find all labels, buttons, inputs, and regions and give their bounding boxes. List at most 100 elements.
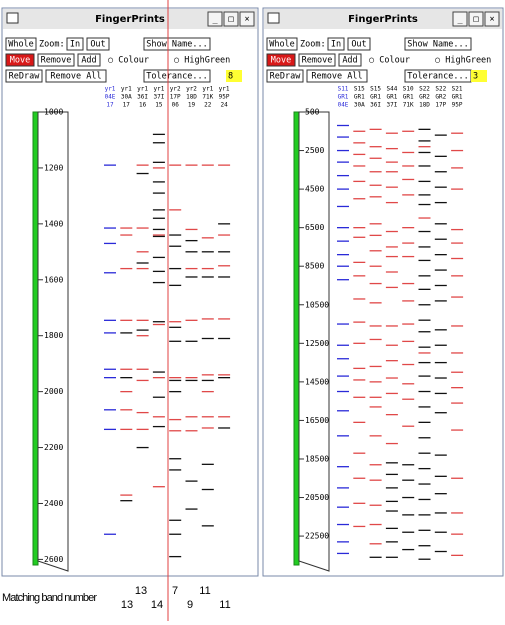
tick-label: 20500 (305, 493, 329, 502)
whole-button[interactable] (266, 37, 298, 51)
lane-header: 04E (338, 102, 349, 109)
add-label[interactable]: Add (342, 56, 357, 66)
lane-header: S11 (338, 86, 349, 93)
lane-header: GR1 (403, 94, 414, 101)
remove-all-button[interactable] (306, 69, 368, 83)
title-button[interactable] (239, 11, 255, 27)
lane-header: yr2 (186, 86, 197, 93)
lane-header: GR1 (338, 94, 349, 101)
tick-label: 1800 (44, 331, 63, 340)
tolerance-label[interactable]: Tolerance... (407, 72, 468, 82)
in-button[interactable] (66, 37, 84, 51)
remove-label[interactable]: Remove (41, 56, 72, 66)
out-label[interactable]: Out (351, 40, 366, 50)
tick-label: 1000 (44, 108, 63, 117)
lane-header: GR1 (354, 94, 365, 101)
remove-all-button[interactable] (45, 69, 107, 83)
highgreen-label[interactable]: ○ HighGreen (174, 56, 230, 66)
lane-header: 36I (370, 102, 381, 109)
lane-header: S15 (370, 86, 381, 93)
matching-number: 13 (135, 585, 147, 597)
tick-label: 12500 (305, 339, 329, 348)
lane-header: yr1 (137, 86, 148, 93)
title-button-label[interactable]: □ (228, 15, 233, 25)
whole-label[interactable]: Whole (8, 40, 34, 50)
lane-header: S22 (435, 86, 446, 93)
title-button[interactable] (207, 11, 223, 27)
lane-header: yr1 (202, 86, 213, 93)
title-button-label[interactable]: _ (212, 15, 218, 25)
out-label[interactable]: Out (90, 40, 105, 50)
title-button-label[interactable]: □ (473, 15, 478, 25)
lane-header: yr2 (170, 86, 181, 93)
tolerance-button[interactable] (143, 69, 211, 83)
lane-header: GR2 (435, 94, 446, 101)
out-button[interactable] (347, 37, 371, 51)
lane-header: 17P (170, 94, 181, 101)
lane-header: 36I (137, 94, 148, 101)
show-name-button[interactable] (143, 37, 211, 51)
redraw-label[interactable]: ReDraw (270, 72, 302, 82)
redraw-button[interactable] (266, 69, 304, 83)
title-button[interactable] (223, 11, 239, 27)
title-button[interactable] (468, 11, 484, 27)
in-label[interactable]: In (331, 40, 341, 50)
remove-label[interactable]: Remove (302, 56, 333, 66)
lane-header: 16 (139, 102, 147, 109)
title-button-label[interactable]: _ (457, 15, 463, 25)
tick-label: 6500 (305, 223, 324, 232)
lane-header: S15 (354, 86, 365, 93)
lane-header: 17P (435, 102, 446, 109)
add-label[interactable]: Add (81, 56, 96, 66)
move-label[interactable]: Move (10, 56, 30, 66)
title-button[interactable] (452, 11, 468, 27)
show-name-label[interactable]: Show Name... (146, 40, 207, 50)
title-button-label[interactable]: × (244, 15, 249, 25)
redraw-label[interactable]: ReDraw (9, 72, 41, 82)
title-bar (3, 9, 257, 29)
remove-button[interactable] (298, 53, 336, 67)
redraw-button[interactable] (5, 69, 43, 83)
lane-header: S22 (419, 86, 430, 93)
matching-number: 9 (187, 599, 193, 611)
lane-header: 18D (419, 102, 430, 109)
tolerance-field (226, 70, 242, 82)
lane-header: 37I (153, 94, 164, 101)
title-button[interactable] (484, 11, 500, 27)
lane-header: 71K (202, 94, 213, 101)
highgreen-label[interactable]: ○ HighGreen (435, 56, 491, 66)
add-button[interactable] (338, 53, 362, 67)
ruler-bar (293, 111, 300, 566)
move-button[interactable] (266, 53, 296, 67)
remove-button[interactable] (37, 53, 75, 67)
lane-header: yr1 (105, 86, 116, 93)
remove-all-label[interactable]: Remove All (311, 72, 362, 82)
title-button-label[interactable]: × (489, 15, 494, 25)
lane-header: 24 (220, 102, 228, 109)
show-name-label[interactable]: Show Name... (407, 40, 468, 50)
colour-label[interactable]: ○ Colour (108, 56, 149, 66)
colour-label[interactable]: ○ Colour (369, 56, 410, 66)
out-button[interactable] (86, 37, 110, 51)
window-title: FingerPrints (95, 14, 165, 25)
remove-all-label[interactable]: Remove All (50, 72, 101, 82)
tick-label: 2200 (44, 443, 63, 452)
move-button[interactable] (5, 53, 35, 67)
whole-label[interactable]: Whole (269, 40, 295, 50)
lane-header: 95P (452, 102, 463, 109)
tick-label: 14500 (305, 377, 329, 386)
show-name-button[interactable] (404, 37, 472, 51)
in-label[interactable]: In (70, 40, 80, 50)
tick-label: 1600 (44, 275, 63, 284)
tolerance-value[interactable]: 3 (473, 72, 478, 82)
tolerance-label[interactable]: Tolerance... (146, 72, 207, 82)
in-button[interactable] (327, 37, 345, 51)
add-button[interactable] (77, 53, 101, 67)
tolerance-value[interactable]: 8 (228, 72, 233, 82)
lane-header: 30A (121, 94, 132, 101)
lane-header: GR1 (452, 94, 463, 101)
tick-label: 2400 (44, 499, 63, 508)
whole-button[interactable] (5, 37, 37, 51)
move-label[interactable]: Move (271, 56, 291, 66)
